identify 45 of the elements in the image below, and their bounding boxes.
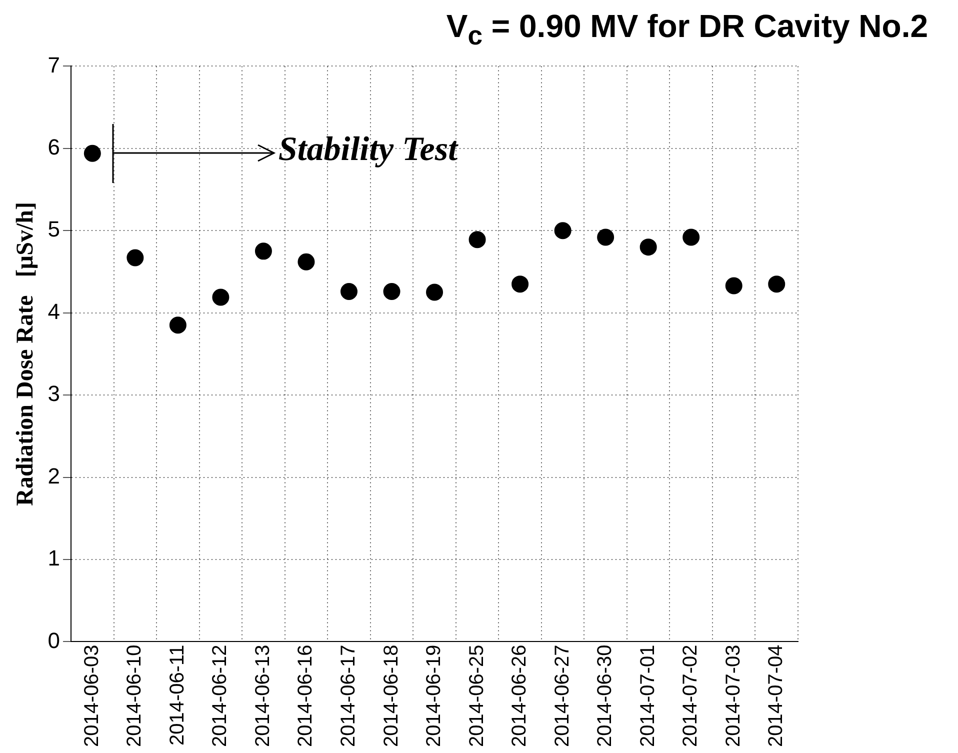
point [126, 249, 144, 266]
point [768, 276, 786, 293]
x-tick-label: 2014-06-27 [551, 644, 574, 748]
y-tick-label: 0 [48, 628, 60, 653]
point [84, 144, 101, 162]
point [640, 238, 657, 256]
x-tick-label: 2014-06-19 [423, 644, 446, 748]
point [169, 316, 186, 334]
x-tick-label: 2014-06-30 [594, 644, 616, 748]
x-tick-label: 2014-07-03 [722, 644, 744, 748]
x-tick-label: 2014-06-16 [294, 644, 317, 748]
y-tick-label: 1 [48, 546, 60, 571]
y-tick-label: 2 [48, 463, 60, 488]
y-axis-title: Radiation Dose Rate [µSv/h] [12, 202, 39, 506]
x-tick-label: 2014-06-25 [466, 644, 488, 748]
y-tick-label: 5 [48, 216, 60, 242]
point [254, 242, 272, 260]
x-tick-label: 2014-07-04 [765, 644, 788, 748]
x-tick-label: 2014-06-13 [252, 644, 274, 748]
x-tick-label: 2014-06-26 [508, 644, 531, 748]
y-tick-label: 3 [48, 381, 60, 406]
point [512, 276, 529, 293]
y-tick-label: 6 [48, 134, 60, 160]
point [298, 253, 315, 270]
annotation: Stability Test [278, 131, 458, 170]
chart-title: V$_{c}$ = 0.90 MV for DR Cavity No.2 [446, 8, 928, 52]
y-tick-label: 4 [48, 298, 60, 324]
x-tick-label: 2014-06-10 [124, 644, 146, 748]
point [682, 228, 700, 246]
x-tick-label: 2014-07-01 [636, 644, 659, 748]
point [597, 228, 614, 246]
x-tick-label: 2014-06-18 [380, 644, 402, 748]
x-tick-label: 2014-06-03 [80, 644, 103, 748]
x-tick-label: 2014-07-02 [680, 644, 702, 748]
point [340, 282, 358, 300]
x-tick-label: 2014-06-11 [166, 644, 188, 746]
x-tick-label: 2014-06-12 [209, 644, 232, 748]
point [554, 222, 572, 240]
point [383, 282, 400, 300]
y-tick-label: 7 [48, 52, 60, 78]
point [426, 284, 444, 301]
x-tick-label: 2014-06-17 [338, 644, 360, 748]
point [468, 231, 486, 248]
point [725, 277, 742, 294]
point [212, 288, 230, 306]
